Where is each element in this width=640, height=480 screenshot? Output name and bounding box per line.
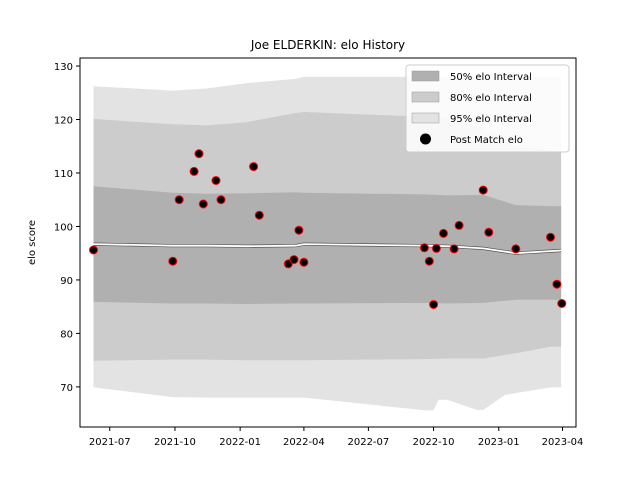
post-match-elo-point [216,195,226,205]
post-match-elo-point [194,149,204,159]
post-match-elo-point [299,257,309,267]
post-match-elo-point [89,245,98,255]
post-match-elo-point [454,220,464,230]
post-match-elo-point [294,225,304,235]
post-match-elo-point [557,299,567,308]
post-match-elo-point [198,199,208,209]
post-match-elo-point [546,232,555,242]
legend-swatch [411,91,440,103]
legend-label: 50% elo Interval [450,72,532,83]
post-match-elo-point [478,185,488,195]
y-tick-label: 80 [60,329,73,340]
post-match-elo-point [429,300,439,309]
y-tick-label: 110 [54,169,73,180]
y-axis: 70 80 90 100 110 120 130 [54,62,80,394]
post-match-elo-point [552,279,562,289]
post-match-elo-point [168,256,178,266]
x-tick-label: 2022-01 [219,437,261,448]
post-match-elo-point [431,243,441,253]
x-tick-label: 2022-04 [283,437,325,448]
post-match-elo-point [174,195,184,205]
x-tick-label: 2022-10 [413,437,455,448]
y-tick-label: 70 [60,383,73,394]
plot-area [89,76,567,411]
x-tick-label: 2022-07 [347,437,389,448]
post-match-elo-point [419,243,429,253]
y-tick-label: 130 [54,62,73,73]
axes-frame [79,57,577,428]
legend-label: Post Match elo [450,135,523,146]
x-axis: 2021-07 2021-10 2022-01 2022-04 2022-07 2022-… [89,427,584,448]
mean-line [93,243,562,255]
legend-swatch [411,112,440,124]
y-tick-label: 120 [54,116,73,127]
legend-label: 80% elo Interval [450,93,532,104]
post-match-elo-point [511,244,521,254]
post-match-elo-point [189,166,199,176]
legend-marker [420,133,431,145]
post-match-elo-point [424,256,434,266]
post-match-elo-point [249,162,259,172]
post-match-elo-point [449,244,459,254]
y-tick-label: 100 [54,222,73,233]
post-match-elo-point [211,176,221,185]
x-tick-label: 2023-01 [478,437,520,448]
chart-title: Joe ELDERKIN: elo History [250,38,405,52]
y-axis-label: elo score [27,220,38,265]
x-tick-label: 2023-04 [542,437,584,448]
post-match-elo-point [254,210,264,220]
legend: 50% elo Interval 80% elo Interval 95% elo … [405,64,570,153]
y-tick-label: 90 [60,276,73,287]
post-match-elo-point [484,227,494,237]
legend-swatch [411,70,440,82]
legend-box [405,64,570,153]
post-match-elo-point [289,255,299,265]
x-tick-label: 2021-07 [89,437,131,448]
post-match-elo-point [439,228,448,238]
legend-label: 95% elo Interval [450,114,532,125]
x-tick-label: 2021-10 [154,437,196,448]
